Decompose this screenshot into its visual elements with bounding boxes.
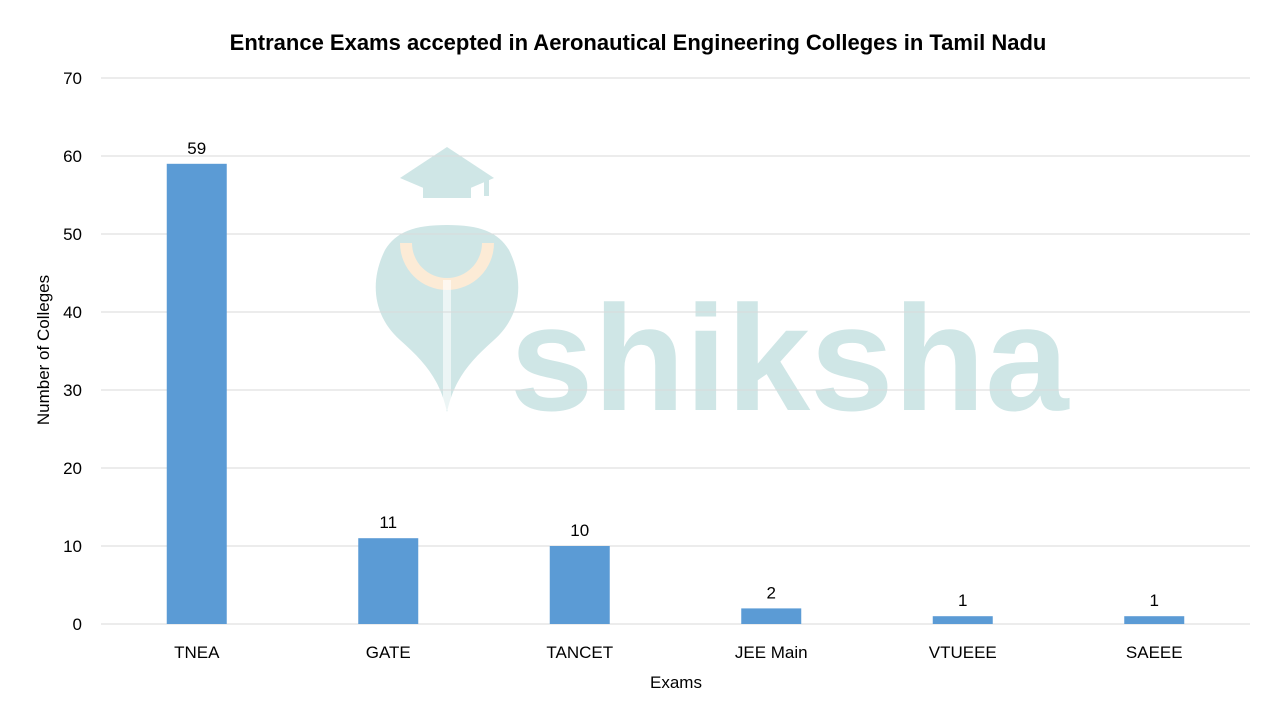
y-tick-label: 20	[63, 459, 82, 478]
data-label: 1	[958, 591, 967, 610]
y-tick-label: 40	[63, 303, 82, 322]
data-label: 11	[379, 513, 397, 532]
bar-gate	[358, 538, 419, 624]
bars	[166, 163, 1185, 625]
gridlines	[101, 77, 1250, 625]
shiksha-watermark-logo: shiksha	[375, 147, 1070, 442]
graduation-cap-tassel-icon	[484, 178, 489, 196]
y-axis-ticks: 0 10 20 30 40 50 60 70	[63, 69, 82, 634]
ring-accent-icon	[400, 243, 494, 290]
x-axis-title: Exams	[650, 673, 702, 692]
bar-saeee	[1124, 616, 1185, 624]
x-axis-ticks: TNEA GATE TANCET JEE Main VTUEEE SAEEE	[174, 643, 1183, 662]
data-label: 2	[767, 583, 776, 602]
y-tick-label: 10	[63, 537, 82, 556]
bar-tancet	[549, 546, 610, 624]
chart-title: Entrance Exams accepted in Aeronautical …	[230, 30, 1047, 55]
x-tick-label: VTUEEE	[929, 643, 997, 662]
x-tick-label: SAEEE	[1126, 643, 1183, 662]
graduation-cap-base-icon	[423, 180, 471, 198]
x-tick-label: TANCET	[546, 643, 613, 662]
x-tick-label: GATE	[366, 643, 411, 662]
y-tick-label: 60	[63, 147, 82, 166]
y-tick-label: 0	[73, 615, 82, 634]
bar-vtueee	[932, 616, 993, 624]
data-label: 59	[187, 139, 206, 158]
x-tick-label: JEE Main	[735, 643, 808, 662]
y-tick-label: 30	[63, 381, 82, 400]
y-axis-title: Number of Colleges	[34, 275, 53, 425]
x-tick-label: TNEA	[174, 643, 220, 662]
watermark-text: shiksha	[510, 274, 1070, 442]
bar-tnea	[166, 163, 227, 625]
y-tick-label: 70	[63, 69, 82, 88]
y-tick-label: 50	[63, 225, 82, 244]
bar-jee-main	[741, 608, 802, 624]
data-label: 1	[1150, 591, 1159, 610]
data-label: 10	[570, 521, 589, 540]
